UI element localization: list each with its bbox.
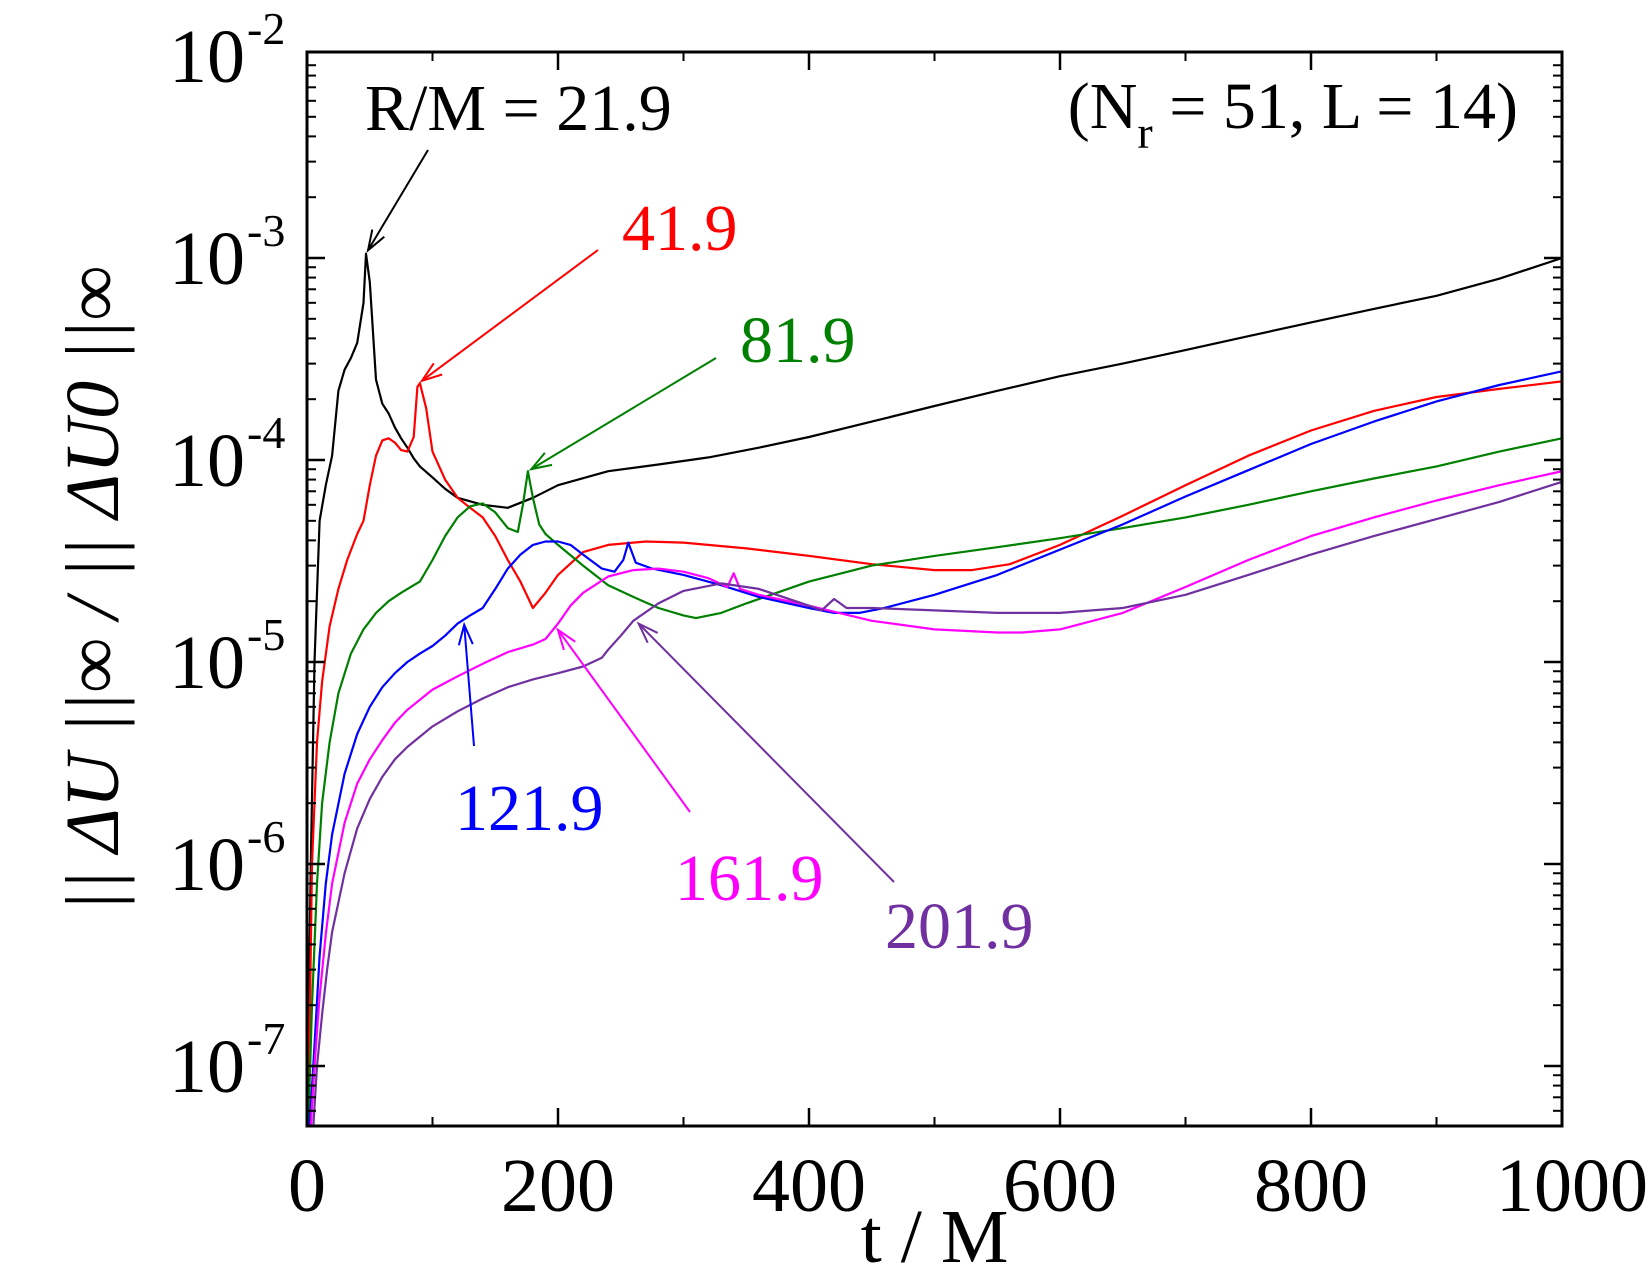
y-tick-exponent: -2 <box>247 3 285 54</box>
y-tick-label: 10 <box>169 15 245 99</box>
y-tick-exponent: -4 <box>247 407 285 458</box>
series-line-2 <box>307 437 1562 1126</box>
series-annotation-label: 81.9 <box>740 304 856 377</box>
series-line-5 <box>312 480 1562 1126</box>
x-tick-label: 0 <box>288 1144 326 1228</box>
y-tick-exponent: -3 <box>247 205 285 256</box>
series-line-4 <box>309 470 1562 1126</box>
annotation-arrow <box>367 149 429 251</box>
annotation-arrowhead <box>636 621 659 644</box>
x-tick-label: 600 <box>1003 1144 1117 1228</box>
y-tick-exponent: -5 <box>247 609 285 660</box>
annotation-arrow <box>637 622 895 883</box>
annotation-arrow <box>463 624 475 747</box>
y-tick-label: 10 <box>169 621 245 705</box>
parameter-annotation-pre: (N <box>1068 70 1138 143</box>
annotation-arrow <box>530 357 717 471</box>
y-tick-label: 10 <box>169 1025 245 1109</box>
series-annotation-label: R/M = 21.9 <box>365 72 672 145</box>
annotation-arrowhead <box>366 229 385 253</box>
x-tick-label: 800 <box>1254 1144 1368 1228</box>
x-tick-label: 200 <box>501 1144 615 1228</box>
x-tick-label: 1000 <box>1496 1144 1648 1228</box>
annotation-arrow <box>421 249 599 382</box>
y-tick-label: 10 <box>169 217 245 301</box>
series-annotation-label: 201.9 <box>885 890 1034 963</box>
parameter-annotation-sub: r <box>1137 107 1152 158</box>
annotation-arrow <box>557 629 691 813</box>
annotation-arrowhead <box>419 362 443 383</box>
parameter-annotation: (Nr = 51, L = 14) <box>1068 70 1518 158</box>
y-tick-exponent: -6 <box>247 811 285 862</box>
parameter-annotation-post: = 51, L = 14) <box>1153 70 1518 143</box>
series-line-1 <box>307 380 1562 1126</box>
annotation-arrowhead <box>528 452 553 471</box>
series-annotation-label: 121.9 <box>455 772 604 845</box>
y-axis-title: || ΔU ||∞ / || ΔU0 ||∞ <box>51 266 135 912</box>
series-annotation-label: 41.9 <box>622 192 738 265</box>
series-line-3 <box>308 370 1562 1126</box>
annotation-arrowhead <box>457 621 474 646</box>
annotation-group: R/M = 21.9 41.981.9 121.9 161.9 201.9 <box>365 72 1034 963</box>
series-annotation-label: 161.9 <box>675 842 824 915</box>
tick-group <box>305 52 1564 1126</box>
y-tick-label: 10 <box>169 823 245 907</box>
y-tick-label: 10 <box>169 419 245 503</box>
x-axis-title: t / M <box>861 1195 1009 1275</box>
x-tick-label: 400 <box>752 1144 866 1228</box>
y-tick-exponent: -7 <box>247 1013 285 1064</box>
series-group <box>307 252 1562 1126</box>
series-line-0 <box>307 252 1562 1126</box>
y-axis-title-text: || ΔU ||∞ / || ΔU0 ||∞ <box>51 266 135 912</box>
annotation-arrowhead <box>556 627 576 651</box>
